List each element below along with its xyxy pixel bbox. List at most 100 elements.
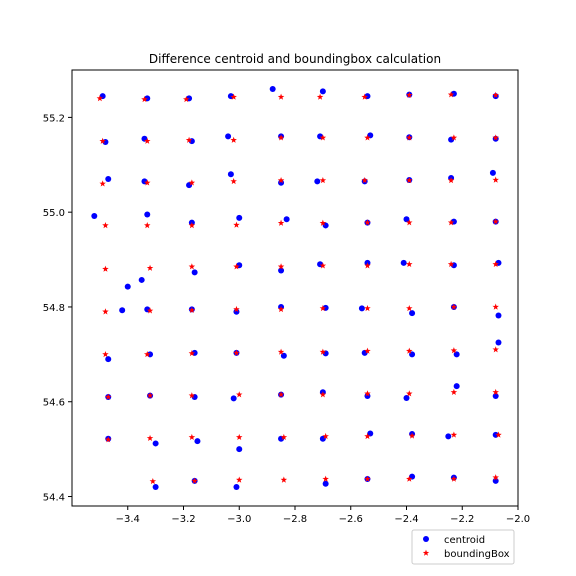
boundingbox-point <box>316 93 324 100</box>
x-tick-label: −3.2 <box>171 514 195 525</box>
boundingbox-point <box>492 134 499 141</box>
boundingbox-point <box>406 304 413 312</box>
boundingbox-point <box>322 432 329 440</box>
boundingbox-point <box>105 393 112 400</box>
boundingbox-point <box>408 432 416 439</box>
centroid-point <box>280 352 287 359</box>
centroid-point <box>119 307 126 314</box>
centroid-point <box>152 484 159 491</box>
y-tick-label: 54.6 <box>43 398 65 409</box>
centroid-point <box>152 440 159 447</box>
boundingbox-point <box>188 433 196 441</box>
boundingbox-point <box>144 350 151 358</box>
legend: centroid boundingBox <box>411 529 515 565</box>
boundingbox-point <box>319 348 327 355</box>
centroid-point <box>492 393 499 400</box>
x-tick-label: −3.0 <box>227 514 251 525</box>
centroid-point <box>105 356 112 363</box>
centroid-point <box>230 395 237 402</box>
boundingbox-point <box>188 179 196 186</box>
centroid-point <box>124 283 131 290</box>
boundingbox-point <box>406 347 413 354</box>
boundingbox-point <box>233 263 240 270</box>
centroid-point <box>489 169 496 176</box>
centroid-point <box>225 133 232 140</box>
boundingbox-point <box>319 262 327 269</box>
boundingbox-point <box>230 93 237 100</box>
boundingbox-point <box>277 93 285 100</box>
boundingbox-point <box>277 219 285 226</box>
boundingbox-point <box>102 265 109 272</box>
centroid-point <box>445 433 452 440</box>
boundingbox-point <box>188 306 196 314</box>
legend-label-boundingbox: boundingBox <box>444 549 510 560</box>
boundingbox-point <box>146 434 154 441</box>
centroid-point <box>364 393 371 400</box>
x-tick-label: −2.2 <box>450 514 474 525</box>
boundingbox-point <box>406 475 413 482</box>
x-tick-label: −2.0 <box>506 514 530 525</box>
x-tick-label: −2.4 <box>394 514 418 525</box>
boundingbox-point <box>183 95 190 103</box>
boundingbox-point <box>233 349 240 356</box>
boundingbox-point <box>364 304 371 312</box>
legend-boundingbox-marker <box>422 549 430 556</box>
boundingbox-point <box>144 222 151 229</box>
legend-centroid-marker <box>423 536 429 542</box>
boundingbox-point <box>280 433 288 441</box>
boundingbox-point <box>447 177 455 184</box>
legend-label-centroid: centroid <box>444 535 485 546</box>
centroid-point <box>278 267 285 274</box>
boundingbox-point <box>450 475 458 482</box>
y-tick-label: 55.0 <box>43 208 65 219</box>
boundingbox-point <box>277 134 285 141</box>
boundingbox-point <box>364 390 371 397</box>
boundingbox-point <box>233 221 240 228</box>
plot-marks <box>91 85 502 491</box>
boundingbox-point <box>361 93 368 100</box>
boundingbox-point <box>149 477 157 485</box>
x-tick-label: −2.6 <box>339 514 363 525</box>
y-axis: 54.4 54.6 54.8 55.0 55.2 <box>43 113 72 504</box>
centroid-point <box>367 430 374 437</box>
boundingbox-point <box>450 431 458 438</box>
centroid-point <box>400 259 407 266</box>
boundingbox-point <box>188 392 196 399</box>
boundingbox-point <box>144 137 151 144</box>
boundingbox-point <box>96 95 104 102</box>
centroid-point <box>314 178 321 185</box>
boundingbox-point <box>146 264 154 271</box>
x-tick-label: −2.8 <box>283 514 307 525</box>
boundingbox-point <box>406 177 413 184</box>
boundingbox-point <box>230 177 237 185</box>
boundingbox-point <box>233 305 240 313</box>
boundingbox-point <box>105 436 112 443</box>
legend-star-shape <box>422 549 430 556</box>
boundingbox-point <box>319 134 327 141</box>
boundingbox-point <box>492 346 499 353</box>
boundingbox-point <box>191 477 198 484</box>
boundingbox-point <box>236 391 243 398</box>
boundingbox-point <box>277 177 285 184</box>
centroid-point <box>236 446 243 453</box>
centroid-point <box>191 269 198 276</box>
boundingbox-point <box>364 475 371 482</box>
centroid-point <box>233 484 240 491</box>
centroid-point <box>91 212 98 219</box>
boundingbox-point <box>450 347 458 354</box>
centroid-point <box>403 216 410 223</box>
boundingbox-point <box>188 350 196 357</box>
boundingbox-point <box>492 218 499 225</box>
boundingbox-point <box>492 176 499 183</box>
boundingbox-point <box>277 263 285 270</box>
boundingbox-point <box>492 260 499 268</box>
centroid-point <box>495 312 502 319</box>
boundingbox-point <box>406 260 413 268</box>
y-tick-label: 54.4 <box>43 493 65 504</box>
centroid-point <box>283 216 290 223</box>
boundingbox-point <box>447 219 455 226</box>
boundingbox-point <box>492 474 499 481</box>
boundingbox-point <box>364 347 371 354</box>
centroid-point <box>269 85 276 92</box>
